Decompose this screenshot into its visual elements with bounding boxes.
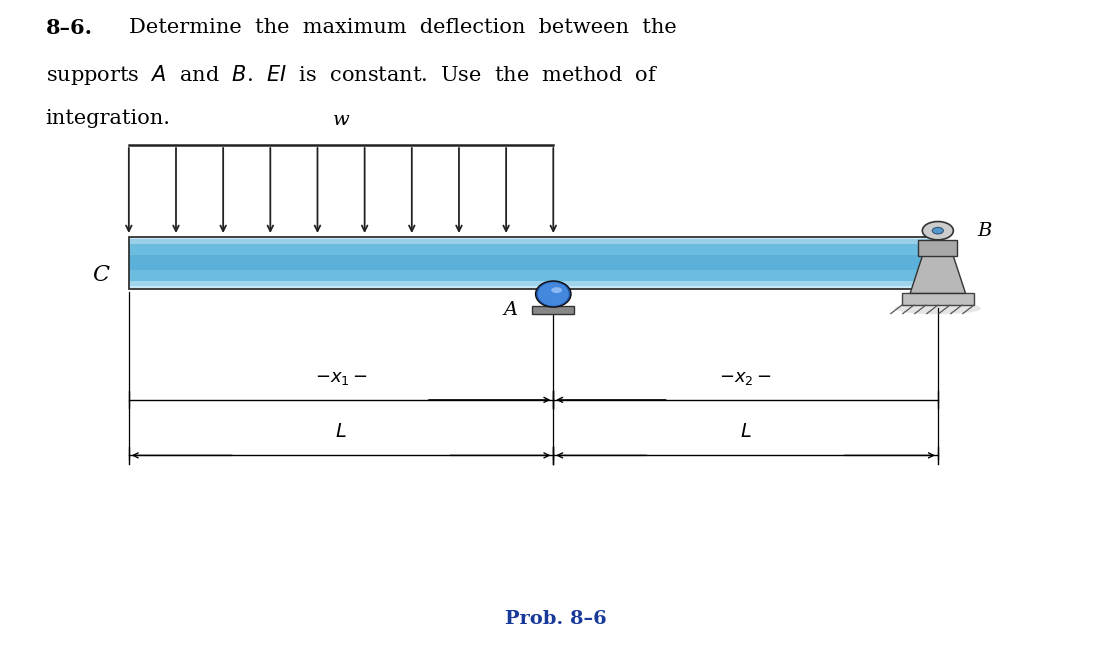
Bar	[919, 240, 958, 256]
Ellipse shape	[551, 287, 562, 293]
Circle shape	[932, 228, 943, 234]
Bar	[129, 281, 938, 285]
Ellipse shape	[536, 281, 571, 307]
Bar	[129, 270, 938, 281]
Bar	[532, 306, 574, 314]
Bar	[129, 255, 938, 270]
Bar	[129, 244, 938, 255]
Text: 8–6.: 8–6.	[46, 18, 92, 37]
Bar	[129, 285, 938, 289]
Text: $L$: $L$	[336, 423, 347, 441]
Text: Determine  the  maximum  deflection  between  the: Determine the maximum deflection between…	[129, 18, 677, 37]
Text: w: w	[332, 111, 350, 129]
Bar	[129, 237, 938, 289]
Text: integration.: integration.	[46, 109, 171, 128]
Polygon shape	[910, 256, 965, 293]
Text: C: C	[92, 264, 109, 285]
Ellipse shape	[894, 302, 981, 314]
Text: Prob. 8–6: Prob. 8–6	[504, 609, 607, 628]
Text: B: B	[978, 222, 992, 239]
Text: $-x_2-$: $-x_2-$	[719, 369, 772, 387]
Text: supports  $A$  and  $B$.  $EI$  is  constant.  Use  the  method  of: supports $A$ and $B$. $EI$ is constant. …	[46, 64, 658, 87]
Ellipse shape	[538, 282, 569, 306]
Bar	[129, 239, 938, 244]
Bar	[902, 293, 974, 305]
Text: A: A	[503, 300, 518, 319]
Bar	[129, 237, 938, 239]
Text: $L$: $L$	[740, 423, 751, 441]
Circle shape	[922, 222, 953, 240]
Text: $-x_1-$: $-x_1-$	[314, 369, 368, 387]
